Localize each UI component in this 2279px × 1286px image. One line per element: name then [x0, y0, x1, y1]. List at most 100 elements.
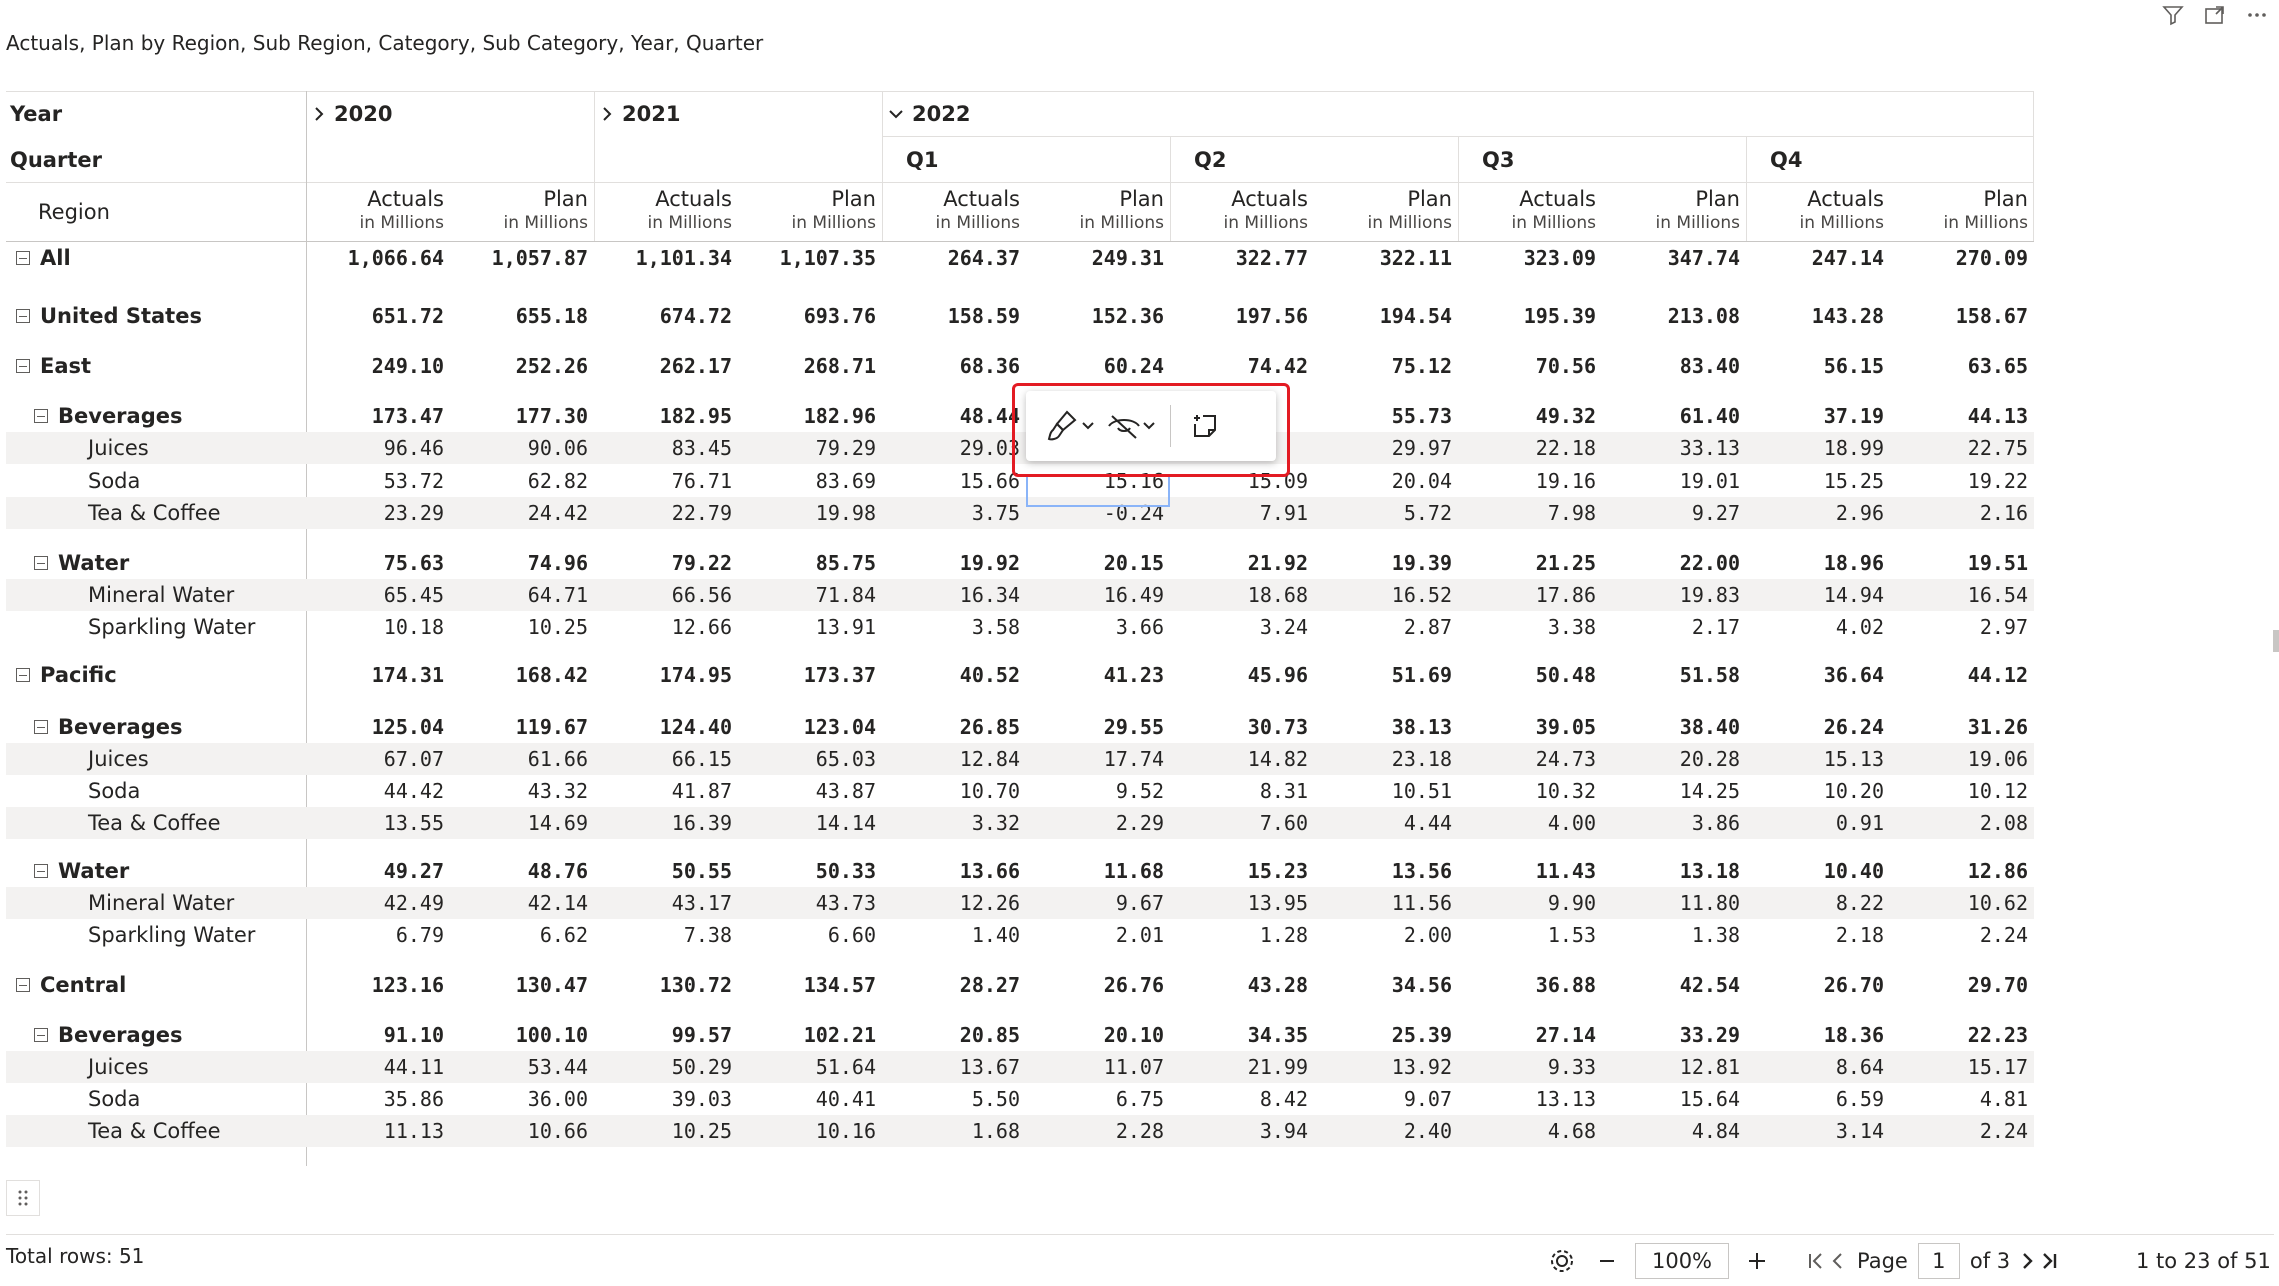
value-cell[interactable]: 2.16	[1890, 497, 2034, 529]
value-cell[interactable]: 74.42	[1170, 350, 1314, 382]
value-cell[interactable]: 264.37	[882, 242, 1026, 274]
value-cell[interactable]: 10.20	[1746, 775, 1890, 807]
measure-header[interactable]: Actuals in Millions	[306, 186, 450, 242]
value-cell[interactable]: 30.73	[1170, 711, 1314, 743]
value-cell[interactable]: 79.22	[594, 547, 738, 579]
value-cell[interactable]: 123.04	[738, 711, 882, 743]
quarter-q3-header[interactable]: Q3	[1482, 148, 1514, 172]
value-cell[interactable]: 13.66	[882, 855, 1026, 887]
value-cell[interactable]: 44.11	[306, 1051, 450, 1083]
value-cell[interactable]: 12.81	[1602, 1051, 1746, 1083]
value-cell[interactable]: 16.49	[1026, 579, 1170, 611]
value-cell[interactable]: 323.09	[1458, 242, 1602, 274]
value-cell[interactable]: 21.99	[1170, 1051, 1314, 1083]
value-cell[interactable]: 66.15	[594, 743, 738, 775]
value-cell[interactable]: 14.82	[1170, 743, 1314, 775]
value-cell[interactable]: 655.18	[450, 300, 594, 332]
value-cell[interactable]: 9.07	[1314, 1083, 1458, 1115]
value-cell[interactable]: 19.06	[1890, 743, 2034, 775]
value-cell[interactable]: 50.33	[738, 855, 882, 887]
value-cell[interactable]: 5.50	[882, 1083, 1026, 1115]
quarter-q1-header[interactable]: Q1	[906, 148, 938, 172]
value-cell[interactable]: 3.14	[1746, 1115, 1890, 1147]
value-cell[interactable]: 2.96	[1746, 497, 1890, 529]
drag-handle[interactable]	[6, 1180, 40, 1216]
measure-header[interactable]: Actuals in Millions	[594, 186, 738, 242]
value-cell[interactable]: 61.40	[1602, 400, 1746, 432]
zoom-out-button[interactable]	[1587, 1252, 1627, 1270]
value-cell[interactable]: 124.40	[594, 711, 738, 743]
value-cell[interactable]: 2.28	[1026, 1115, 1170, 1147]
value-cell[interactable]: 2.40	[1314, 1115, 1458, 1147]
value-cell[interactable]: 79.29	[738, 432, 882, 464]
value-cell[interactable]: 13.95	[1170, 887, 1314, 919]
value-cell[interactable]: 36.00	[450, 1083, 594, 1115]
value-cell[interactable]: 65.45	[306, 579, 450, 611]
value-cell[interactable]: 40.52	[882, 659, 1026, 691]
row-header[interactable]: Pacific	[6, 659, 306, 691]
value-cell[interactable]: 16.52	[1314, 579, 1458, 611]
row-header[interactable]: Beverages	[6, 400, 306, 432]
collapse-icon[interactable]	[34, 1028, 48, 1042]
value-cell[interactable]: 10.18	[306, 611, 450, 643]
value-cell[interactable]: 23.18	[1314, 743, 1458, 775]
measure-header[interactable]: Plan in Millions	[738, 186, 882, 242]
value-cell[interactable]: 29.97	[1314, 432, 1458, 464]
value-cell[interactable]: 2.00	[1314, 919, 1458, 951]
value-cell[interactable]: 6.75	[1026, 1083, 1170, 1115]
value-cell[interactable]: 18.96	[1746, 547, 1890, 579]
page-input[interactable]: 1	[1918, 1243, 1960, 1279]
value-cell[interactable]: 17.86	[1458, 579, 1602, 611]
value-cell[interactable]: 99.57	[594, 1019, 738, 1051]
value-cell[interactable]: 20.15	[1026, 547, 1170, 579]
value-cell[interactable]: 268.71	[738, 350, 882, 382]
value-cell[interactable]: 14.14	[738, 807, 882, 839]
value-cell[interactable]: 123.16	[306, 969, 450, 1001]
value-cell[interactable]: 17.74	[1026, 743, 1170, 775]
value-cell[interactable]: 1.40	[882, 919, 1026, 951]
value-cell[interactable]: 22.75	[1890, 432, 2034, 464]
value-cell[interactable]: 247.14	[1746, 242, 1890, 274]
value-cell[interactable]: 64.71	[450, 579, 594, 611]
value-cell[interactable]: 74.96	[450, 547, 594, 579]
value-cell[interactable]: 19.39	[1314, 547, 1458, 579]
value-cell[interactable]: 75.63	[306, 547, 450, 579]
value-cell[interactable]: 61.66	[450, 743, 594, 775]
value-cell[interactable]: 29.55	[1026, 711, 1170, 743]
value-cell[interactable]: 9.27	[1602, 497, 1746, 529]
value-cell[interactable]: 45.96	[1170, 659, 1314, 691]
value-cell[interactable]: 674.72	[594, 300, 738, 332]
value-cell[interactable]: 2.17	[1602, 611, 1746, 643]
value-cell[interactable]: -0.24	[1026, 497, 1170, 529]
value-cell[interactable]: 51.58	[1602, 659, 1746, 691]
value-cell[interactable]: 13.67	[882, 1051, 1026, 1083]
value-cell[interactable]: 23.29	[306, 497, 450, 529]
value-cell[interactable]: 22.79	[594, 497, 738, 529]
value-cell[interactable]: 26.85	[882, 711, 1026, 743]
value-cell[interactable]: 21.92	[1170, 547, 1314, 579]
value-cell[interactable]: 8.64	[1746, 1051, 1890, 1083]
value-cell[interactable]: 158.59	[882, 300, 1026, 332]
value-cell[interactable]: 651.72	[306, 300, 450, 332]
value-cell[interactable]: 43.17	[594, 887, 738, 919]
value-cell[interactable]: 9.90	[1458, 887, 1602, 919]
value-cell[interactable]: 213.08	[1602, 300, 1746, 332]
value-cell[interactable]: 174.95	[594, 659, 738, 691]
quarter-q4-header[interactable]: Q4	[1770, 148, 1802, 172]
row-header[interactable]: Beverages	[6, 711, 306, 743]
value-cell[interactable]: 50.29	[594, 1051, 738, 1083]
value-cell[interactable]: 195.39	[1458, 300, 1602, 332]
value-cell[interactable]: 19.22	[1890, 465, 2034, 497]
value-cell[interactable]: 3.58	[882, 611, 1026, 643]
value-cell[interactable]: 2.18	[1746, 919, 1890, 951]
value-cell[interactable]: 12.66	[594, 611, 738, 643]
value-cell[interactable]: 4.00	[1458, 807, 1602, 839]
value-cell[interactable]: 25.39	[1314, 1019, 1458, 1051]
value-cell[interactable]: 31.26	[1890, 711, 2034, 743]
value-cell[interactable]: 4.02	[1746, 611, 1890, 643]
value-cell[interactable]: 9.67	[1026, 887, 1170, 919]
value-cell[interactable]: 130.72	[594, 969, 738, 1001]
value-cell[interactable]: 177.30	[450, 400, 594, 432]
value-cell[interactable]: 249.31	[1026, 242, 1170, 274]
value-cell[interactable]: 158.67	[1890, 300, 2034, 332]
